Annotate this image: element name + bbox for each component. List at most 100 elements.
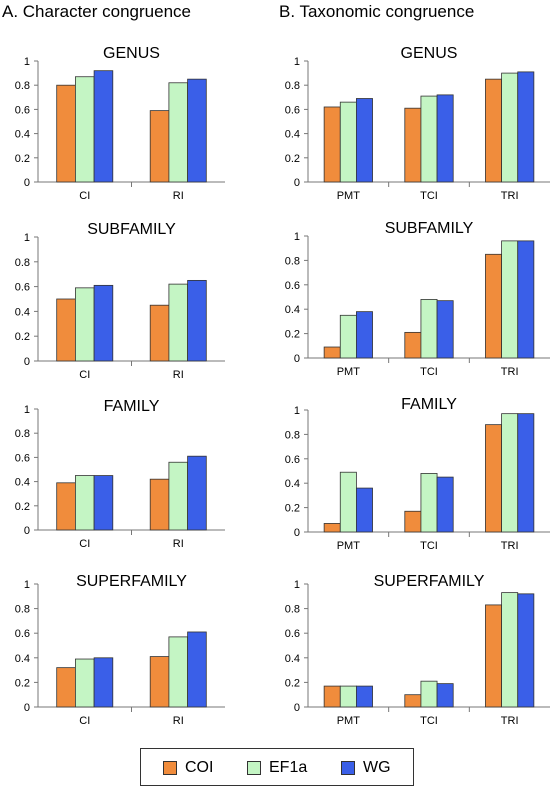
bar-wg-ci [93,284,114,362]
y-tick-label: 0.2 [285,329,300,341]
y-tick-label: 1 [294,579,300,591]
bar-wg-tci [436,476,454,533]
chart-panel-b-superfamily: SUPERFAMILY 0 0.2 0.4 0.6 0.8 1 PMT TCI TRI [285,573,550,727]
chart-panel-a-superfamily: SUPERFAMILY 0 0.2 0.4 0.6 0.8 1 CI RI [15,573,225,727]
y-tick-label: 0 [24,525,30,537]
bar-chart-grid: GENUS 0 0.2 0.4 0.6 0.8 1 CI RI GENUS 0 0.2 0.4 0.6 0.… [15,45,550,727]
y-tick-label: 1 [294,56,300,68]
y-tick-label: 0.2 [15,501,30,513]
bar-wg-pmt [355,311,373,359]
y-tick-label: 0.6 [285,454,300,466]
x-tick-label-ri: RI [173,715,184,727]
bar-ef1a-pmt [339,314,357,359]
bar-ef1a-tri [501,413,519,533]
bar-coi-ri [149,656,170,708]
y-tick-label: 0.2 [285,677,300,689]
bar-coi-tri [485,78,503,183]
bar-coi-tri [485,424,503,533]
bar-coi-pmt [323,523,341,533]
bar-ef1a-tci [420,299,438,359]
legend-label-coi: COI [185,759,214,776]
x-tick-label-ri: RI [173,190,184,202]
bar-wg-ri [187,455,207,531]
y-tick-label: 0.4 [285,129,300,141]
bar-wg-ci [93,475,114,531]
chart-panel-b-family: FAMILY 0 0.2 0.4 0.6 0.8 1 PMT TCI TRI [285,396,550,552]
y-tick-label: 0 [294,527,300,539]
column-heading-character-congruence: A. Character congruence [2,2,191,21]
bar-coi-ci [56,84,76,183]
legend-swatch-coi [163,761,177,775]
bar-coi-ci [56,667,76,708]
x-tick-label-ci: CI [79,715,90,727]
bar-coi-pmt [323,685,341,708]
y-tick-label: 1 [24,579,30,591]
y-tick-label: 0.2 [15,153,30,165]
bar-coi-tri [485,253,503,359]
legend-swatch-wg [341,761,355,775]
legend-label-ef1a: EF1a [269,759,308,776]
x-tick-label-ci: CI [79,369,90,381]
bar-wg-ci [93,70,114,183]
bar-coi-tci [404,331,422,359]
bar-coi-ci [56,482,76,531]
x-tick-label-tci: TCI [420,366,438,378]
x-tick-label-pmt: PMT [337,715,361,727]
bar-ef1a-tri [501,72,519,183]
chart-title-a-superfamily: SUPERFAMILY [76,573,187,590]
x-tick-label-tri: TRI [501,366,519,378]
bar-wg-tri [517,71,535,183]
chart-panel-a-subfamily: SUBFAMILY 0 0.2 0.4 0.6 0.8 1 CI RI [15,221,225,381]
bar-ef1a-pmt [339,685,357,708]
bar-ef1a-ci [75,658,95,708]
y-tick-label: 0.8 [285,255,300,267]
bar-wg-ri [187,631,207,708]
bar-ef1a-ci [75,475,95,531]
x-tick-label-ri: RI [173,369,184,381]
bar-coi-pmt [323,346,341,359]
bar-wg-tri [517,413,535,533]
legend: COI EF1a WG [140,748,414,786]
bar-ef1a-pmt [339,471,357,533]
chart-title-a-family: FAMILY [104,398,160,415]
chart-panel-b-subfamily: SUBFAMILY 0 0.2 0.4 0.6 0.8 1 PMT TCI TRI [285,220,550,378]
y-tick-label: 0.2 [15,331,30,343]
bar-ef1a-ci [75,287,95,362]
x-tick-label-tci: TCI [420,190,438,202]
bar-coi-tci [404,510,422,533]
y-tick-label: 0 [24,177,30,189]
bar-coi-tci [404,107,422,183]
x-tick-label-tri: TRI [501,715,519,727]
chart-title-b-superfamily: SUPERFAMILY [374,573,485,590]
y-tick-label: 0 [294,177,300,189]
y-tick-label: 0.6 [285,280,300,292]
y-tick-label: 0.8 [15,80,30,92]
bar-ef1a-ri [168,636,188,708]
chart-title-b-subfamily: SUBFAMILY [385,220,474,237]
y-tick-label: 0.2 [15,677,30,689]
x-tick-label-pmt: PMT [337,366,361,378]
y-tick-label: 0.8 [285,604,300,616]
y-tick-label: 0.6 [285,104,300,116]
bar-ef1a-tci [420,95,438,183]
chart-panel-b-genus: GENUS 0 0.2 0.4 0.6 0.8 1 PMT TCI TRI [285,45,550,202]
bar-ef1a-tri [501,592,519,708]
bar-coi-ri [149,110,170,183]
y-tick-label: 0.6 [285,628,300,640]
y-tick-label: 0.4 [15,129,30,141]
y-tick-label: 0 [294,702,300,714]
y-tick-label: 0.8 [285,429,300,441]
bar-wg-pmt [355,487,373,533]
bar-coi-ci [56,298,76,362]
y-tick-label: 0.6 [15,282,30,294]
y-tick-label: 0.8 [15,257,30,269]
y-tick-label: 0.4 [285,304,300,316]
y-tick-label: 0.8 [285,80,300,92]
bar-wg-tci [436,94,454,183]
bar-coi-tci [404,694,422,708]
bar-wg-tci [436,300,454,359]
bar-ef1a-ri [168,283,188,362]
bar-ef1a-ri [168,461,188,531]
y-tick-label: 0.6 [15,104,30,116]
y-tick-label: 1 [294,231,300,243]
